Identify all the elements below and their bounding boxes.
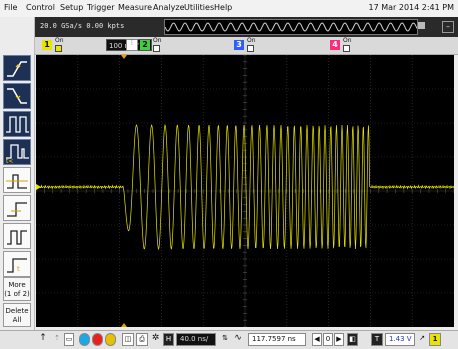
trigger-arrow-icon[interactable]: ⇡ [54, 334, 60, 342]
svg-text:t: t [17, 265, 20, 273]
single-indicator[interactable] [105, 333, 116, 346]
horizontal-scale[interactable]: 40.0 ns/ [176, 333, 216, 346]
svg-text:t<: t< [6, 158, 13, 164]
menu-setup[interactable]: Setup [60, 3, 84, 12]
menu-control[interactable]: Control [26, 3, 55, 12]
menu-file[interactable]: File [4, 3, 18, 12]
rising-edge-trigger-button[interactable] [3, 55, 31, 81]
menu-bar: File Control Setup Trigger Measure Analy… [0, 0, 458, 18]
position-left-button[interactable]: ◀ [312, 333, 322, 346]
trigger-edge-icon[interactable]: ↑ [39, 333, 47, 343]
runt-icon [6, 174, 28, 189]
position-zero-button[interactable]: 0 [323, 333, 333, 346]
menu-analyze[interactable]: Analyze [153, 3, 185, 12]
timeout-trigger-button[interactable]: t [3, 251, 31, 277]
channel-2-state: On [153, 37, 162, 44]
trigger-source[interactable]: 1 [429, 333, 441, 346]
more-label: More [8, 281, 26, 289]
channel-4-badge[interactable]: 4 [330, 40, 340, 50]
delete-sub: All [12, 316, 22, 324]
trigger-position-marker[interactable] [121, 55, 127, 59]
setup-hold-icon [7, 202, 27, 217]
runt-trigger-button[interactable] [3, 167, 31, 193]
delay-icon[interactable]: ⇅ [222, 334, 228, 342]
trigger-icon[interactable]: T [371, 333, 383, 346]
channel-3-checkbox[interactable] [247, 45, 254, 52]
channel-bar: 1 On 100 mV/ ⋮ 2 On 3 On 4 On [34, 37, 458, 55]
window-icon [7, 230, 27, 245]
bottom-toolbar: ↑ ⇡ ▭ ◫ ⎙ ✲ H 40.0 ns/ ⇅ ∿ 117.7597 ns ◀… [0, 330, 458, 349]
waveform-canvas [35, 54, 455, 328]
channel-1-trace [35, 123, 455, 251]
setup-hold-trigger-button[interactable] [3, 195, 31, 221]
autoscale-icon[interactable]: ✲ [151, 333, 160, 343]
falling-edge-trigger-button[interactable] [3, 83, 31, 109]
pulse-width-trigger-button[interactable] [3, 111, 31, 137]
overview-trace [164, 22, 418, 32]
date-time: 17 Mar 2014 2:41 PM [368, 3, 455, 12]
channel-3-badge[interactable]: 3 [234, 40, 244, 50]
waveform-display[interactable] [35, 54, 455, 328]
falling-edge-icon [7, 88, 27, 104]
print-icon[interactable]: ⎙ [136, 333, 148, 346]
trigger-slope-icon[interactable]: ↗ [419, 334, 425, 342]
channel-1-coupling-icon[interactable]: ⋮ [126, 39, 138, 51]
channel-1-ground-marker[interactable] [36, 184, 41, 190]
acquisition-bar: 20.0 GSa/s 0.00 kpts – [34, 17, 458, 37]
channel-4-state: On [343, 37, 352, 44]
channel-4-checkbox[interactable] [343, 45, 350, 52]
trigger-mode-icon[interactable]: ▭ [64, 333, 74, 346]
horizontal-icon[interactable]: H [163, 333, 174, 346]
camera-icon[interactable]: ◫ [122, 333, 134, 346]
waveform-overview[interactable] [164, 19, 418, 35]
graticule [35, 54, 455, 328]
channel-1-badge[interactable]: 1 [42, 40, 52, 50]
delete-all-button[interactable]: Delete All [3, 303, 31, 327]
channel-2-badge[interactable]: 2 [140, 40, 150, 50]
marker-icon[interactable]: ◧ [347, 333, 358, 346]
more-page: (1 of 2) [4, 290, 30, 298]
timeout-icon: t [7, 258, 27, 273]
glitch-icon: t< [6, 144, 29, 165]
channel-3-state: On [247, 37, 256, 44]
overview-scroll-right[interactable] [418, 22, 425, 29]
menu-utilities[interactable]: Utilities [184, 3, 215, 12]
run-indicator[interactable] [79, 333, 90, 346]
left-toolbar: t< t More (1 of 2) Delete All [0, 17, 35, 330]
pulse-icon [6, 116, 29, 133]
delay-wave-icon[interactable]: ∿ [234, 333, 242, 343]
trigger-level[interactable]: 1.43 V [385, 333, 415, 346]
channel-2-checkbox[interactable] [153, 45, 160, 52]
position-right-button[interactable]: ▶ [334, 333, 344, 346]
sample-rate-readout: 20.0 GSa/s 0.00 kpts [40, 22, 125, 30]
stop-indicator[interactable] [92, 333, 103, 346]
menu-trigger[interactable]: Trigger [87, 3, 115, 12]
minimize-icon[interactable]: – [442, 21, 454, 33]
channel-1-state: On [55, 37, 64, 44]
delete-label: Delete [5, 307, 29, 315]
more-button[interactable]: More (1 of 2) [3, 277, 31, 301]
time-reference-marker [121, 323, 127, 327]
channel-1-checkbox[interactable] [55, 45, 62, 52]
rising-edge-icon [7, 61, 27, 77]
menu-measure[interactable]: Measure [118, 3, 152, 12]
horizontal-position[interactable]: 117.7597 ns [248, 333, 306, 346]
menu-help[interactable]: Help [214, 3, 233, 12]
glitch-trigger-button[interactable]: t< [3, 139, 31, 165]
window-trigger-button[interactable] [3, 223, 31, 249]
